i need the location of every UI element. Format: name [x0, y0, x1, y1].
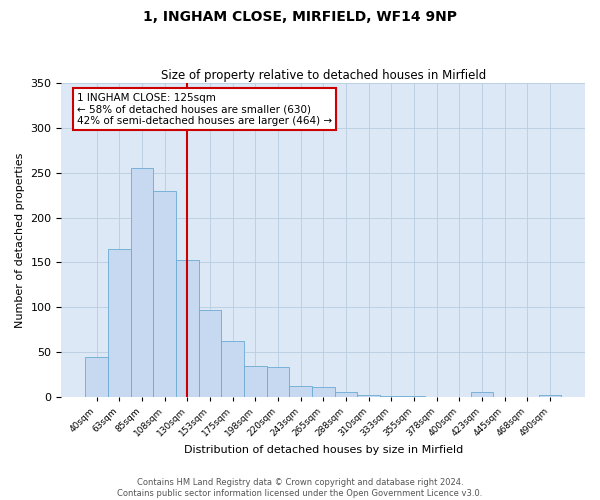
Bar: [85, 356, 108, 397]
Bar: [244, 366, 266, 397]
Text: Contains HM Land Registry data © Crown copyright and database right 2024.
Contai: Contains HM Land Registry data © Crown c…: [118, 478, 482, 498]
Bar: [380, 396, 403, 397]
Bar: [335, 392, 357, 397]
Y-axis label: Number of detached properties: Number of detached properties: [15, 152, 25, 328]
Bar: [176, 260, 199, 397]
Bar: [221, 342, 244, 397]
Bar: [357, 395, 380, 397]
Bar: [312, 387, 335, 397]
Bar: [108, 249, 131, 397]
Title: Size of property relative to detached houses in Mirfield: Size of property relative to detached ho…: [161, 69, 486, 82]
Bar: [266, 368, 289, 397]
Text: 1, INGHAM CLOSE, MIRFIELD, WF14 9NP: 1, INGHAM CLOSE, MIRFIELD, WF14 9NP: [143, 10, 457, 24]
X-axis label: Distribution of detached houses by size in Mirfield: Distribution of detached houses by size …: [184, 445, 463, 455]
Text: 1 INGHAM CLOSE: 125sqm
← 58% of detached houses are smaller (630)
42% of semi-de: 1 INGHAM CLOSE: 125sqm ← 58% of detached…: [77, 92, 332, 126]
Bar: [289, 386, 312, 397]
Bar: [199, 310, 221, 397]
Bar: [539, 395, 561, 397]
Bar: [470, 392, 493, 397]
Bar: [153, 190, 176, 397]
Bar: [131, 168, 153, 397]
Bar: [403, 396, 425, 397]
